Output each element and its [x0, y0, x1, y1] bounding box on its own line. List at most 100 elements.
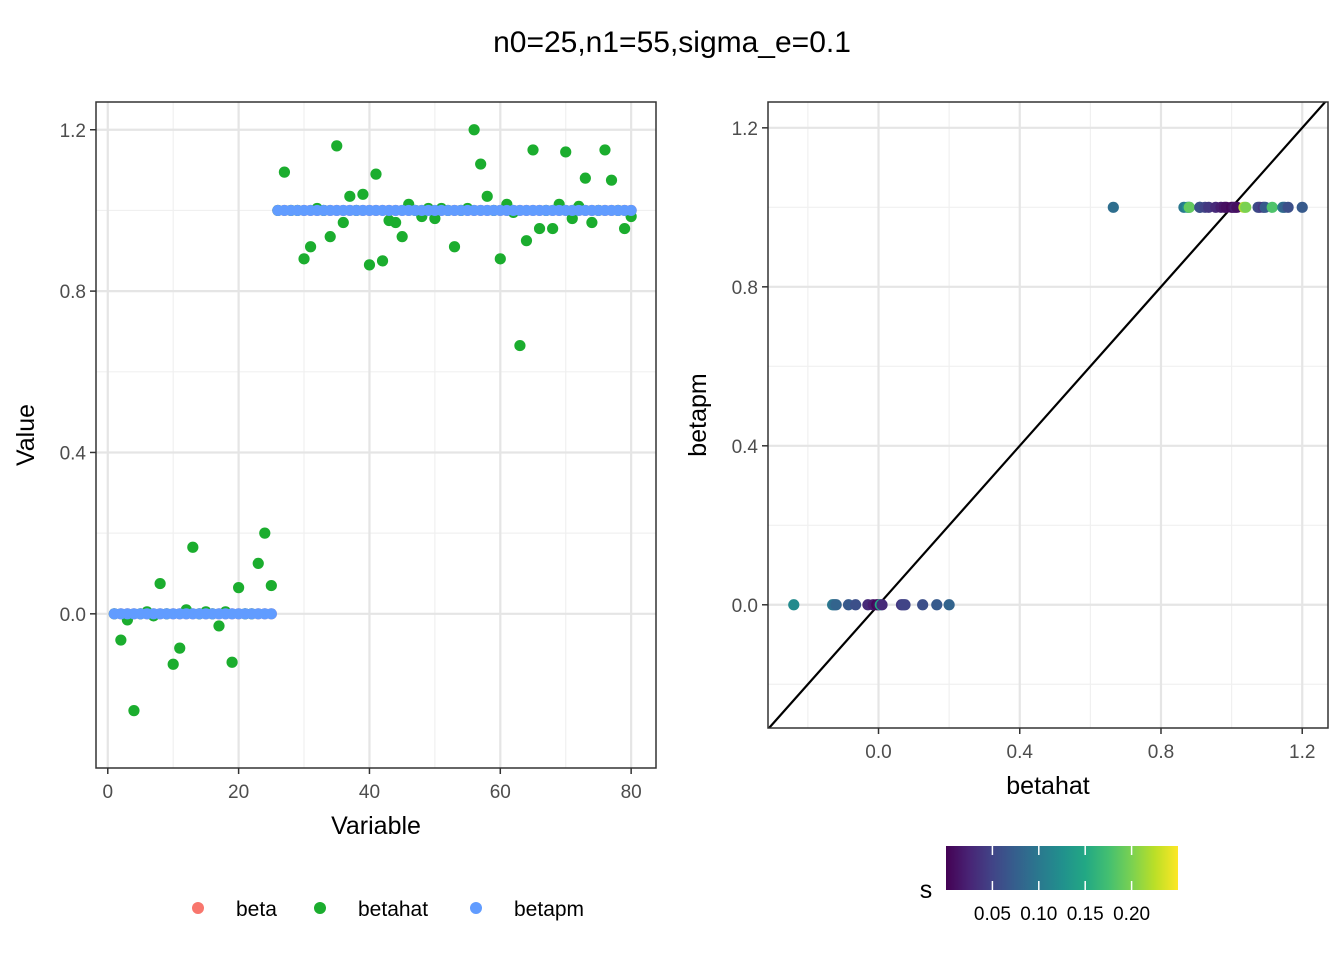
point-betahat — [331, 140, 343, 152]
right-x-tick-label: 1.2 — [1289, 742, 1315, 763]
point-betahat — [115, 634, 127, 646]
right-y-tick-label: 0.8 — [732, 278, 758, 299]
point-betapm-vs-betahat — [931, 599, 943, 611]
right-y-tick-label: 0.4 — [732, 437, 759, 458]
point-betahat — [475, 158, 487, 170]
right-y-tick-label: 1.2 — [732, 119, 758, 140]
legend-label-betapm: betapm — [514, 898, 584, 921]
point-betapm-vs-betahat — [788, 599, 800, 611]
point-betahat — [376, 255, 389, 267]
point-betahat — [265, 579, 277, 592]
left-x-tick-label: 0 — [102, 782, 113, 803]
colorbar-tick-label: 0.15 — [1067, 904, 1104, 925]
point-betahat — [278, 166, 291, 178]
point-betapm-vs-betahat — [1282, 201, 1294, 213]
legend-key-betahat — [314, 902, 326, 914]
right-x-tick-label: 0.4 — [1007, 742, 1034, 763]
point-betahat — [605, 174, 618, 186]
colorbar-tick-label: 0.20 — [1113, 904, 1150, 925]
left-x-tick-label: 40 — [359, 782, 380, 803]
point-betahat — [259, 527, 271, 539]
left-plot-background — [96, 102, 656, 768]
point-betahat — [167, 658, 179, 670]
point-betapm-vs-betahat — [849, 599, 862, 611]
right-scatter-panel: 0.0 0.4 0.8 1.2 0.0 0.4 0.8 1.2 betahat betapm — [684, 101, 1329, 800]
point-betahat — [298, 253, 310, 265]
point-betahat — [514, 339, 526, 352]
point-betahat — [579, 172, 591, 184]
left-x-tick-label: 20 — [228, 782, 249, 803]
left-points-layer — [108, 124, 637, 717]
point-betahat — [337, 216, 349, 229]
point-betahat — [494, 253, 506, 265]
point-betahat — [390, 216, 402, 229]
point-betapm-vs-betahat — [876, 599, 888, 611]
legend-key-betapm — [470, 902, 482, 914]
point-betahat — [533, 222, 546, 235]
colorbar-legend: 0.05 0.10 0.15 0.20 s — [920, 846, 1178, 925]
left-scatter-panel: 0 20 40 60 80 0.0 0.4 0.8 1.2 Variable Value — [12, 101, 657, 840]
left-y-tick-label: 0.0 — [60, 605, 86, 626]
point-betahat — [363, 259, 376, 271]
point-betahat — [187, 541, 199, 553]
point-betapm-vs-betahat — [899, 599, 911, 611]
left-x-axis-title: Variable — [331, 812, 421, 840]
point-betahat — [324, 231, 336, 243]
legend-label-beta: beta — [236, 898, 277, 921]
point-betahat — [128, 705, 140, 717]
right-y-axis-title: betapm — [684, 373, 712, 456]
point-betapm-vs-betahat — [917, 599, 929, 611]
point-betahat — [527, 144, 539, 156]
point-betahat — [396, 231, 408, 243]
left-x-tick-label: 60 — [490, 782, 511, 803]
figure-title: n0=25,n1=55,sigma_e=0.1 — [493, 26, 851, 59]
point-betapm-vs-betahat — [1183, 201, 1195, 213]
point-betahat — [174, 642, 186, 654]
point-betahat — [213, 620, 225, 632]
point-betahat — [304, 241, 317, 253]
right-panel-border — [767, 101, 1329, 729]
point-betahat — [252, 557, 264, 569]
left-panel-border — [95, 101, 657, 769]
legend-key-beta — [192, 902, 204, 914]
point-betahat — [357, 188, 369, 200]
right-x-tick-label: 0.8 — [1148, 742, 1174, 763]
point-betahat — [370, 168, 382, 180]
point-betapm-vs-betahat — [830, 599, 842, 611]
point-betahat — [468, 124, 480, 136]
point-betahat — [154, 577, 166, 590]
left-y-tick-label: 0.4 — [60, 443, 87, 464]
right-x-tick-label: 0.0 — [865, 742, 891, 763]
point-betahat — [566, 212, 578, 225]
point-betahat — [618, 222, 631, 235]
point-betapm-vs-betahat — [1107, 201, 1119, 213]
point-betahat — [233, 582, 245, 594]
colorbar-tick-label: 0.10 — [1020, 904, 1057, 925]
colorbar — [946, 846, 1178, 890]
series-legend: beta betahat betapm — [192, 898, 584, 921]
point-betahat — [226, 656, 238, 668]
point-betahat — [520, 235, 533, 247]
point-betapm — [265, 608, 277, 620]
left-y-tick-label: 1.2 — [60, 121, 86, 142]
point-betapm-vs-betahat — [1266, 201, 1278, 213]
point-betahat — [429, 212, 441, 225]
point-betahat — [560, 146, 572, 158]
point-betapm-vs-betahat — [943, 599, 955, 611]
colorbar-title: s — [920, 876, 933, 904]
left-x-tick-label: 80 — [621, 782, 642, 803]
point-betahat — [586, 216, 598, 229]
right-data-layer — [768, 102, 1327, 728]
point-betapm-vs-betahat — [1240, 201, 1252, 213]
right-x-axis-title: betahat — [1006, 772, 1089, 800]
point-betahat — [547, 222, 559, 235]
point-betahat — [481, 190, 493, 202]
point-betahat — [599, 144, 611, 156]
point-betahat — [448, 241, 461, 253]
left-y-axis-title: Value — [12, 404, 40, 466]
right-y-tick-label: 0.0 — [732, 596, 758, 617]
colorbar-tick-label: 0.05 — [974, 904, 1011, 925]
left-y-tick-label: 0.8 — [60, 282, 86, 303]
point-betapm — [625, 204, 637, 217]
